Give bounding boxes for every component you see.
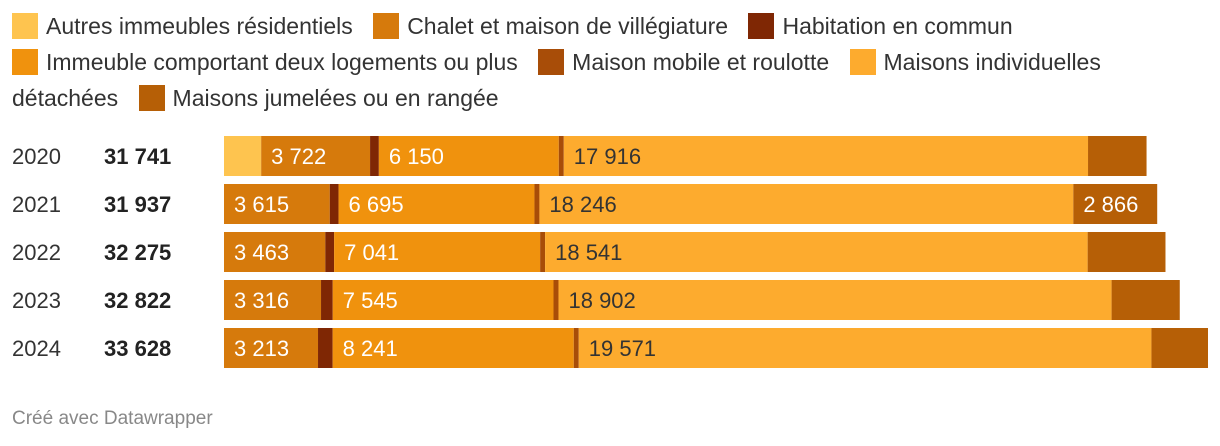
bar-segment [1088,136,1147,176]
bar-segment [378,136,559,176]
legend-swatch [849,49,876,75]
bar-segment [325,232,335,272]
bar-value-label: 2 866 [1083,192,1138,217]
chart-legend: Autres immeubles résidentiels Chalet et … [12,8,1202,116]
total-label: 31 937 [104,192,171,217]
bar-value-label: 3 722 [271,144,326,169]
bar-value-label: 7 041 [344,240,399,265]
bar-segment [558,136,564,176]
bar-segment [1087,232,1166,272]
bar-segment [224,328,319,368]
bar-segment [1111,280,1180,320]
footer-credit: Créé avec Datawrapper [12,408,213,429]
bar-segment [329,184,339,224]
bar-row: 2024 33 628 3 213 8 241 19 571 [12,328,1208,368]
bar-segment [370,136,379,176]
bar-row: 2021 31 937 3 615 6 695 18 246 2 866 [12,184,1158,224]
bar-segment [534,184,540,224]
year-label: 2020 [12,144,61,169]
bar-segment [553,280,559,320]
legend-label: Maisons individuelles détachées [12,49,1101,111]
legend-item: Immeuble comportant deux logements ou pl… [12,49,518,75]
legend-label: Autres immeubles résidentiels [46,13,353,39]
legend-item: Habitation en commun [748,13,1013,39]
bar-value-label: 19 571 [589,336,656,361]
legend-item: Maison mobile et roulotte [538,49,829,75]
year-label: 2021 [12,192,61,217]
bar-value-label: 3 463 [234,240,289,265]
total-label: 31 741 [104,144,171,169]
bar-value-label: 18 246 [549,192,616,217]
bar-segment [321,280,333,320]
legend-swatch [12,49,38,75]
legend-label: Habitation en commun [782,13,1013,39]
bar-chart: 2020 31 741 3 722 6 150 17 916 2021 31 937 3 61… [12,136,1208,368]
bar-segment [1151,328,1208,368]
bar-segment [224,184,330,224]
bar-segment [558,280,1112,320]
total-label: 33 628 [104,336,171,361]
bar-value-label: 18 541 [555,240,622,265]
bar-row: 2022 32 275 3 463 7 041 18 541 [12,232,1166,272]
bar-segment [332,280,554,320]
legend-label: Immeuble comportant deux logements ou pl… [46,49,518,75]
bar-segment [545,232,1088,272]
legend-swatch [373,13,400,39]
bar-value-label: 6 150 [389,144,444,169]
legend-item: Chalet et maison de villégiature [373,13,728,39]
bar-segment [563,136,1089,176]
bar-row: 2020 31 741 3 722 6 150 17 916 [12,136,1147,176]
legend-item: Maisons individuelles détachées [12,49,1101,111]
bar-value-label: 3 615 [234,192,289,217]
bar-row: 2023 32 822 3 316 7 545 18 902 [12,280,1180,320]
bar-value-label: 6 695 [349,192,404,217]
bar-value-label: 7 545 [343,288,398,313]
bar-value-label: 8 241 [343,336,398,361]
bar-segment [318,328,333,368]
total-label: 32 275 [104,240,171,265]
bar-value-label: 18 902 [568,288,635,313]
legend-label: Maisons jumelées ou en rangée [172,85,499,111]
year-label: 2024 [12,336,61,361]
bar-segment [261,136,371,176]
bar-segment [332,328,574,368]
bar-segment [224,280,322,320]
legend-swatch [12,13,38,39]
bar-value-label: 3 316 [234,288,289,313]
bar-segment [540,232,546,272]
legend-label: Maison mobile et roulotte [572,49,830,75]
legend-label: Chalet et maison de villégiature [407,13,729,39]
bar-value-label: 17 916 [574,144,641,169]
bar-segment [338,184,535,224]
legend-swatch [138,85,165,111]
legend-item: Autres immeubles résidentiels [12,13,353,39]
legend-swatch [538,49,565,75]
year-label: 2023 [12,288,61,313]
legend-item: Maisons jumelées ou en rangée [138,85,499,111]
total-label: 32 822 [104,288,171,313]
legend-swatch [748,13,775,39]
bar-segment [578,328,1152,368]
bar-value-label: 3 213 [234,336,289,361]
bar-segment [224,136,262,176]
bar-segment [1073,184,1158,224]
bar-segment [334,232,541,272]
bar-segment [539,184,1074,224]
bar-segment [224,232,326,272]
year-label: 2022 [12,240,61,265]
bar-segment [573,328,579,368]
